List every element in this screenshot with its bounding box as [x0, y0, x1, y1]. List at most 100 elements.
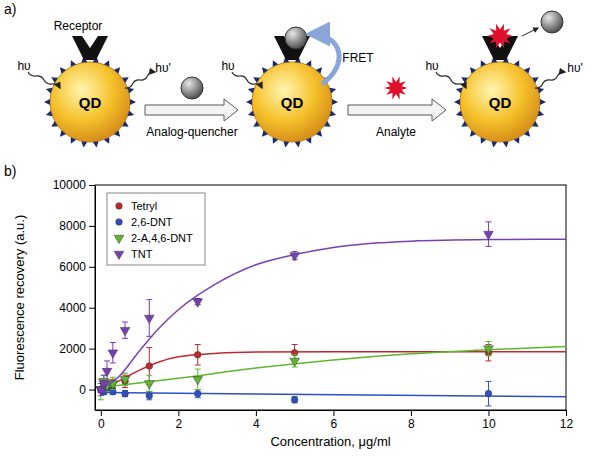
ligand [122, 77, 129, 83]
fit-line [101, 352, 566, 390]
tick: 4 [253, 410, 260, 431]
tick-label: 2000 [59, 342, 86, 356]
marker [291, 396, 298, 403]
marker [120, 327, 130, 335]
marker [146, 392, 153, 399]
ligand [51, 77, 58, 83]
tick-label: 12 [560, 417, 574, 431]
series [98, 381, 566, 406]
tick-label: 0 [79, 383, 86, 397]
tick-label: 8000 [59, 219, 86, 233]
ligand [114, 130, 120, 136]
ligand [316, 67, 322, 73]
process-arrow [348, 99, 446, 121]
ligand [295, 141, 301, 147]
tick: 2 [176, 410, 183, 431]
tick-mark [101, 410, 102, 416]
tick-mark [256, 410, 257, 416]
tick-label: 4000 [59, 301, 86, 315]
quantum-dot: QD [44, 56, 136, 147]
ligand [253, 77, 260, 83]
legend-label: 2,6-DNT [131, 216, 173, 228]
marker [484, 231, 494, 239]
qd-core [252, 62, 332, 142]
quencher-label: Analog-quencher [146, 125, 237, 139]
tick: 8000 [59, 219, 95, 233]
tick: 0 [79, 383, 95, 397]
ligand [524, 67, 530, 73]
tick-label: 6000 [59, 260, 86, 274]
ligand [470, 130, 476, 136]
excitation-label: hυ [425, 59, 438, 73]
panel-label: a) [4, 1, 16, 17]
ligand [262, 130, 268, 136]
tick-label: 0 [98, 417, 105, 431]
marker [120, 377, 130, 385]
ligand [60, 67, 66, 73]
tick-mark [488, 410, 489, 416]
marker [194, 351, 201, 358]
panel-a: a)QDReceptorhυhυ'Analog-quencherQDhυFRET… [4, 1, 583, 148]
release-arrow [522, 28, 538, 36]
qd-label: QD [79, 94, 102, 111]
analog-quencher [285, 27, 307, 49]
marker [146, 363, 153, 370]
marker [290, 358, 300, 366]
ligand [283, 141, 289, 147]
legend-marker [114, 235, 124, 243]
ligand [461, 121, 468, 127]
tick-mark [178, 410, 179, 416]
ligand [51, 121, 58, 127]
ligand [44, 99, 50, 105]
axis-line [95, 186, 96, 411]
marker [194, 390, 201, 397]
y-axis-title: Fluorescence recovery (a.u.) [12, 215, 27, 380]
ligand [481, 137, 486, 144]
ligand [130, 99, 136, 105]
plot-frame [95, 185, 566, 410]
process-arrow [145, 99, 238, 121]
tick-mark [89, 226, 95, 227]
ligand [93, 141, 99, 147]
tick-mark [89, 308, 95, 309]
x-axis-title: Concentration, μg/ml [270, 434, 390, 449]
tick-mark [89, 267, 95, 268]
legend-marker [114, 251, 124, 259]
tick: 4000 [59, 301, 95, 315]
ligand [104, 137, 109, 144]
marker [144, 315, 154, 323]
analyte-label: Analyte [376, 125, 416, 139]
figure: a)QDReceptorhυhυ'Analog-quencherQDhυFRET… [0, 0, 600, 456]
analog-quencher [181, 77, 203, 99]
ligand [316, 130, 322, 136]
error-bar [146, 392, 152, 400]
ligand [248, 110, 255, 116]
ligand [306, 137, 311, 144]
ligand [122, 121, 129, 127]
tick-label: 8 [408, 417, 415, 431]
axis-line [96, 410, 567, 411]
ligand [532, 121, 539, 127]
error-bar [485, 381, 491, 406]
excitation-label: hυ [17, 59, 30, 73]
x-axis: 024681012 [96, 410, 574, 431]
ligand [46, 110, 53, 116]
tick: 6 [331, 410, 338, 431]
panel-label: b) [4, 163, 16, 179]
marker [99, 381, 109, 389]
ligand [332, 99, 338, 105]
marker [122, 390, 129, 397]
quantum-dot: QD [454, 56, 546, 147]
ligand [60, 130, 66, 136]
marker [193, 377, 203, 385]
tick: 0 [98, 410, 105, 431]
ligand [470, 67, 476, 73]
tick: 6000 [59, 260, 95, 274]
fret-label: FRET [342, 51, 374, 65]
tick-mark [89, 349, 95, 350]
legend-marker [116, 203, 123, 210]
photon [232, 72, 262, 88]
ligand [538, 110, 545, 116]
ligand [503, 141, 509, 147]
tick: 8 [408, 410, 415, 431]
